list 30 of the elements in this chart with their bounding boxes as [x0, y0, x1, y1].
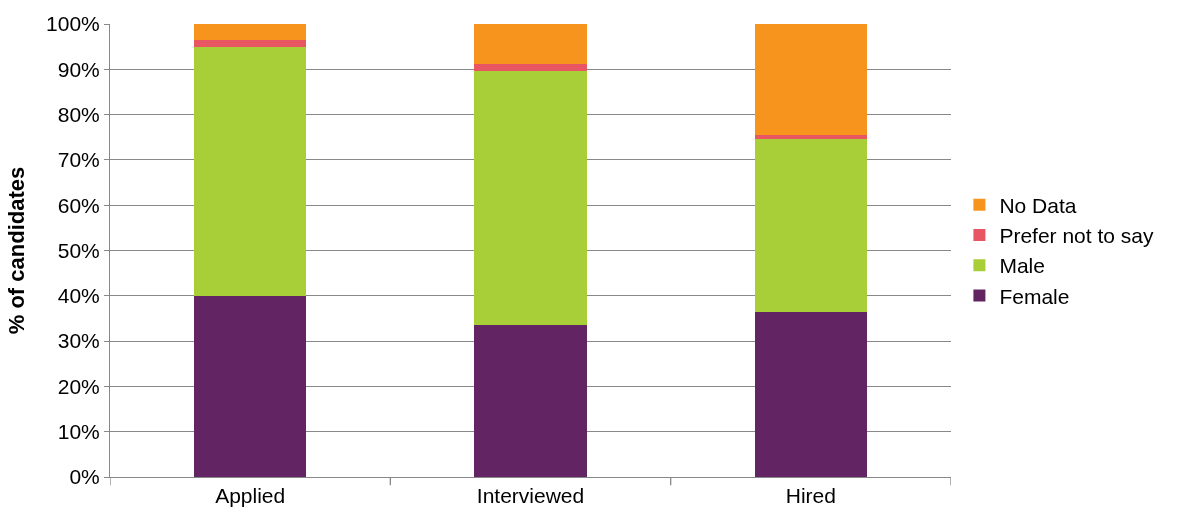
legend-label: Male	[999, 254, 1045, 278]
legend-label: Prefer not to say	[999, 224, 1154, 248]
bar	[194, 295, 307, 477]
x-tick-label: Interviewed	[476, 484, 585, 508]
y-tick-label: 20%	[57, 374, 100, 398]
bar	[754, 139, 867, 313]
y-tick-label: 70%	[57, 148, 100, 172]
bar	[754, 24, 867, 135]
bar	[194, 24, 307, 41]
y-tick-label: 40%	[57, 284, 100, 308]
y-tick-label: 80%	[57, 102, 100, 126]
bar	[474, 24, 587, 65]
y-tick-label: 0%	[69, 465, 100, 489]
bar	[474, 324, 587, 477]
bar	[194, 46, 307, 296]
y-tick-label: 90%	[57, 57, 100, 81]
y-axis-title: % of candidates	[3, 166, 29, 335]
y-tick-label: 30%	[57, 329, 100, 353]
x-tick-label: Hired	[785, 484, 836, 508]
y-tick-label: 10%	[57, 420, 100, 444]
y-tick-label: 50%	[57, 238, 100, 262]
legend-label: No Data	[999, 193, 1077, 217]
y-tick-label: 60%	[57, 193, 100, 217]
bar	[474, 70, 587, 325]
legend-label: Female	[999, 284, 1070, 308]
x-tick-label: Applied	[215, 484, 286, 508]
bar	[194, 40, 307, 47]
bar	[474, 64, 587, 71]
bar	[754, 312, 867, 477]
y-tick-label: 100%	[46, 12, 100, 36]
